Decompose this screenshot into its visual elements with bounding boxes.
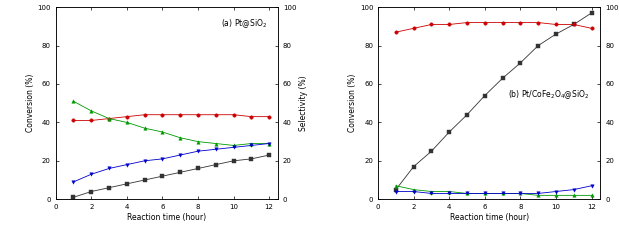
Y-axis label: Conversion (%): Conversion (%) [348, 74, 357, 132]
Y-axis label: Selectivity (%): Selectivity (%) [299, 75, 308, 131]
X-axis label: Reaction time (hour): Reaction time (hour) [449, 213, 529, 222]
X-axis label: Reaction time (hour): Reaction time (hour) [128, 213, 207, 222]
Text: (b) Pt/CoFe$_2$O$_4$@SiO$_2$: (b) Pt/CoFe$_2$O$_4$@SiO$_2$ [508, 88, 589, 101]
Y-axis label: Conversion (%): Conversion (%) [25, 74, 35, 132]
Text: (a) Pt@SiO$_2$: (a) Pt@SiO$_2$ [221, 17, 267, 30]
